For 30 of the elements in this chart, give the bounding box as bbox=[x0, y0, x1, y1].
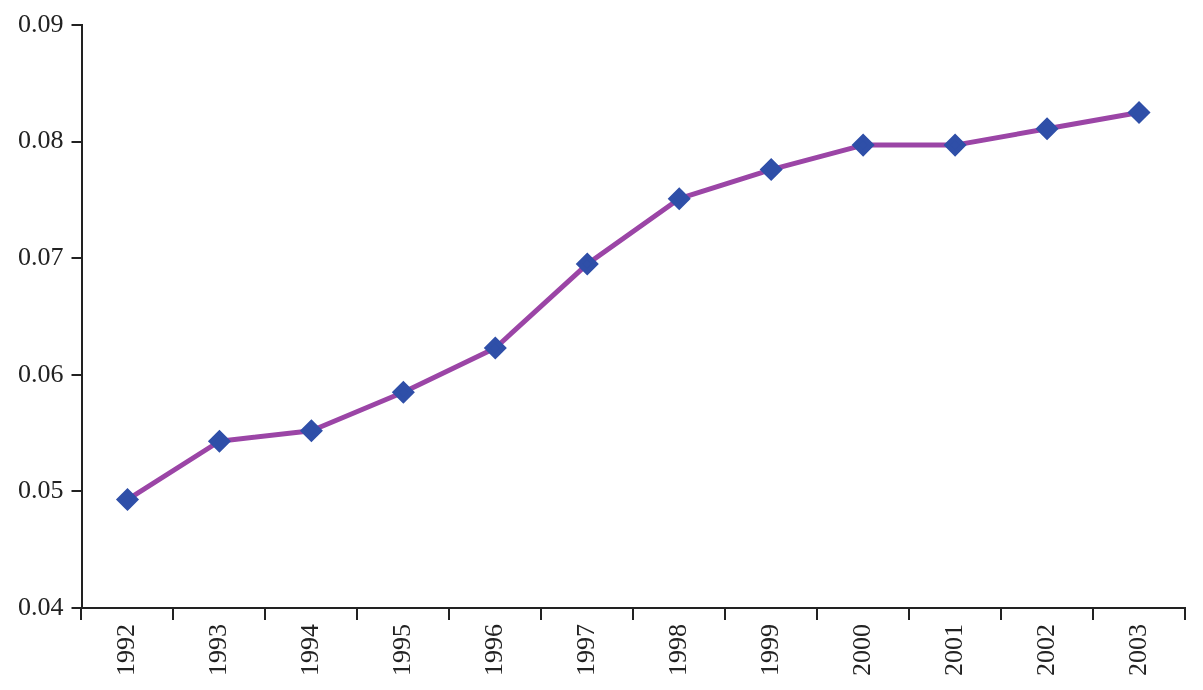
y-tick-label: 0.09 bbox=[18, 8, 64, 38]
x-tick-label: 1995 bbox=[387, 624, 417, 676]
point bbox=[392, 381, 414, 403]
y-tick-label: 0.05 bbox=[18, 475, 64, 505]
point bbox=[208, 430, 230, 452]
x-tick-label: 1996 bbox=[479, 624, 509, 676]
y-tick-label: 0.07 bbox=[18, 242, 64, 272]
point bbox=[668, 188, 690, 210]
point bbox=[944, 134, 966, 156]
x-tick-label: 1999 bbox=[755, 624, 785, 676]
x-tick-label: 2001 bbox=[938, 624, 968, 676]
x-tick-label: 1998 bbox=[663, 624, 693, 676]
point bbox=[576, 253, 598, 275]
x-tick-label: 1997 bbox=[571, 624, 601, 676]
point bbox=[1128, 101, 1150, 123]
y-tick-label: 0.08 bbox=[18, 125, 64, 155]
x-tick-label: 2000 bbox=[846, 624, 876, 676]
x-tick-label: 1994 bbox=[295, 624, 325, 676]
x-tick-label: 1993 bbox=[203, 624, 233, 676]
point bbox=[484, 337, 506, 359]
point bbox=[760, 159, 782, 181]
y-tick-label: 0.06 bbox=[18, 358, 64, 388]
point bbox=[300, 420, 322, 442]
x-tick-label: 1992 bbox=[111, 624, 141, 676]
x-tick-label: 2003 bbox=[1122, 624, 1152, 676]
point bbox=[1036, 118, 1058, 140]
y-tick-label: 0.04 bbox=[18, 591, 64, 621]
x-tick-label: 2002 bbox=[1030, 624, 1060, 676]
point bbox=[116, 489, 138, 511]
point bbox=[852, 134, 874, 156]
